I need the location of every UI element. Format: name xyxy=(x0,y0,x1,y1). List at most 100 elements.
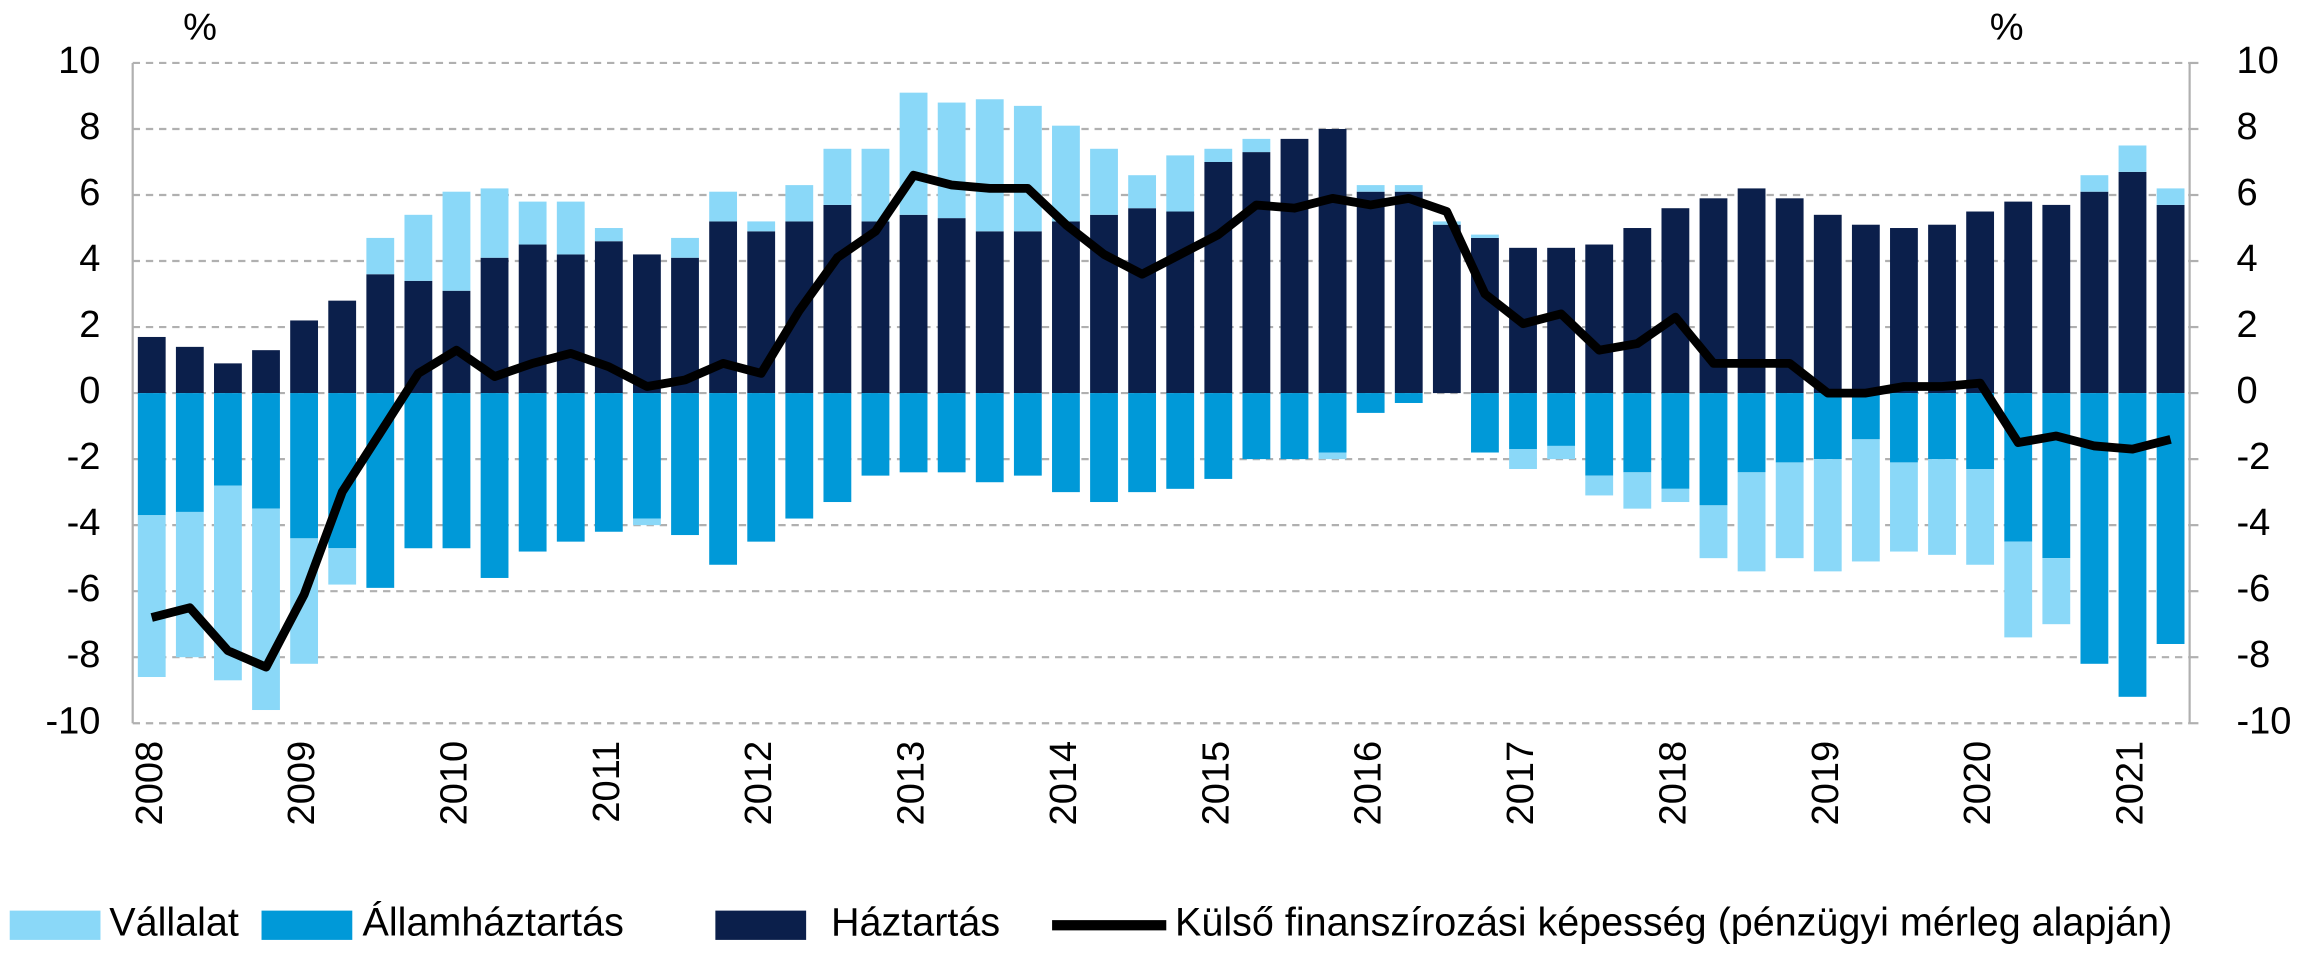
bar xyxy=(214,393,242,486)
bar xyxy=(556,201,585,255)
bar xyxy=(785,393,814,519)
bar xyxy=(290,320,319,394)
bar xyxy=(480,188,509,258)
bar xyxy=(1204,393,1233,479)
bar xyxy=(1813,214,1842,394)
bar xyxy=(1851,224,1880,394)
bar xyxy=(442,290,471,394)
bar xyxy=(290,393,319,539)
bar xyxy=(556,393,585,542)
y2-tick-label: -4 xyxy=(2236,502,2270,544)
bar xyxy=(1737,472,1766,572)
bar xyxy=(937,102,966,219)
y2-axis-unit: % xyxy=(1990,6,2024,48)
bar xyxy=(2004,201,2033,394)
y2-tick-label: 8 xyxy=(2236,106,2257,148)
bar xyxy=(1128,175,1157,209)
bar xyxy=(442,393,471,549)
bar xyxy=(518,201,547,245)
bar xyxy=(1318,393,1347,453)
x-tick-label: 2018 xyxy=(1652,741,1694,826)
bar xyxy=(1242,138,1271,153)
bar xyxy=(366,237,395,275)
bar xyxy=(1775,393,1804,463)
x-tick-label: 2014 xyxy=(1043,741,1085,826)
legend-label: Külső finanszírozási képesség (pénzügyi … xyxy=(1175,901,2172,945)
bar xyxy=(1851,393,1880,440)
legend-label: Háztartás xyxy=(831,901,1000,945)
bar xyxy=(899,393,928,473)
line xyxy=(150,170,2172,672)
bar xyxy=(1242,393,1271,460)
legend-swatch xyxy=(9,910,101,940)
bar xyxy=(137,515,166,678)
bar xyxy=(175,511,204,658)
bar xyxy=(1547,393,1576,446)
bar xyxy=(1928,224,1956,394)
bar xyxy=(1432,221,1461,225)
bar xyxy=(2080,393,2109,664)
bar xyxy=(2156,393,2185,644)
bar xyxy=(1890,228,1918,394)
bar xyxy=(1166,155,1195,212)
bar xyxy=(709,393,738,565)
bar xyxy=(1394,185,1423,192)
bar xyxy=(480,393,509,578)
y2-tick-label: 10 xyxy=(2236,40,2278,82)
bar xyxy=(1737,188,1766,394)
bar xyxy=(2004,541,2033,638)
bar xyxy=(937,218,966,394)
bar xyxy=(1242,152,1271,394)
bar xyxy=(1052,393,1080,493)
bar xyxy=(2156,204,2185,394)
y2-tick-label: 4 xyxy=(2236,238,2257,280)
bar xyxy=(1928,459,1956,555)
bar xyxy=(633,254,661,394)
x-tick-label: 2015 xyxy=(1195,741,1237,826)
x-tick-label: 2009 xyxy=(281,741,323,826)
bar xyxy=(1204,148,1233,162)
bar xyxy=(1966,211,1995,394)
bar xyxy=(1890,393,1918,463)
bar xyxy=(1013,105,1042,232)
bar xyxy=(594,393,623,532)
y-tick-label: -2 xyxy=(67,436,101,478)
y-tick-label: 8 xyxy=(79,106,100,148)
y2-tick-label: 2 xyxy=(2236,304,2257,346)
bar xyxy=(1623,472,1652,509)
bar xyxy=(2118,145,2147,172)
x-tick-label: 2008 xyxy=(129,741,171,826)
bar xyxy=(671,237,699,258)
bar xyxy=(747,221,776,232)
y-axis-unit: % xyxy=(183,6,217,48)
bar xyxy=(2118,171,2147,394)
bar xyxy=(709,191,738,222)
bar xyxy=(442,191,471,291)
bar xyxy=(1585,244,1614,394)
bar xyxy=(556,254,585,394)
y-tick-label: -10 xyxy=(45,700,100,742)
x-tick-label: 2010 xyxy=(434,741,476,826)
bar xyxy=(823,393,852,503)
bar xyxy=(2118,393,2147,697)
bar xyxy=(137,393,166,516)
bar xyxy=(1813,393,1842,460)
y-tick-label: -6 xyxy=(67,568,101,610)
bar xyxy=(137,336,166,394)
bar xyxy=(1394,191,1423,394)
bar xyxy=(785,185,814,222)
bar xyxy=(404,393,433,549)
bar xyxy=(1090,148,1118,215)
legend-swatch xyxy=(261,910,353,940)
y-tick-label: 2 xyxy=(79,304,100,346)
bar xyxy=(1090,393,1118,503)
x-tick-label: 2012 xyxy=(738,741,780,826)
bar xyxy=(1623,228,1652,394)
bar xyxy=(1280,393,1309,460)
legend-label: Államháztartás xyxy=(363,901,624,945)
bar xyxy=(518,393,547,552)
x-tick-label: 2020 xyxy=(1957,741,1999,826)
bar xyxy=(2004,393,2033,542)
